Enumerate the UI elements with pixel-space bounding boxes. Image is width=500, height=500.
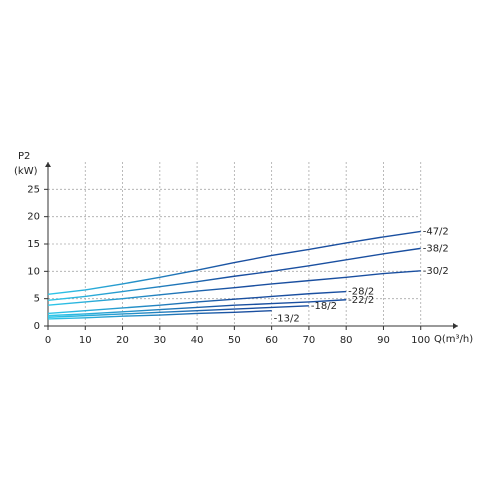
x-tick-label: 60 [265, 335, 278, 346]
x-tick-label: 0 [45, 335, 51, 346]
x-tick-label: 20 [116, 335, 129, 346]
y-tick-label: 25 [27, 184, 40, 195]
series-line [47, 305, 309, 318]
series-line [47, 270, 421, 306]
series-line [47, 299, 347, 317]
y-tick-label: 20 [27, 212, 40, 223]
series-label: -13/2 [274, 314, 300, 325]
series-label: -38/2 [423, 243, 449, 254]
series-label: -28/2 [348, 287, 374, 298]
y-tick-label: 5 [34, 294, 40, 305]
x-tick-label: 50 [228, 335, 241, 346]
x-tick-label: 70 [303, 335, 316, 346]
y-tick-label: 0 [34, 321, 40, 332]
x-tick-label: 30 [153, 335, 166, 346]
y-axis-label: P2 [18, 151, 30, 162]
x-tick-label: 10 [79, 335, 92, 346]
series-line [47, 309, 272, 320]
x-tick-label: 100 [411, 335, 430, 346]
y-axis-label: (kW) [14, 166, 38, 177]
y-tick-label: 10 [27, 266, 40, 277]
series-label: -47/2 [423, 226, 449, 237]
x-axis-arrow [453, 323, 458, 329]
series-label: -22/2 [348, 295, 374, 306]
series-line [47, 290, 347, 315]
series-line [47, 230, 421, 295]
x-axis-label: Q(m³/h) [434, 334, 473, 345]
series-line [47, 247, 421, 302]
x-tick-label: 90 [377, 335, 390, 346]
y-axis-arrow [45, 162, 51, 167]
series-label: -18/2 [311, 301, 337, 312]
x-tick-label: 40 [191, 335, 204, 346]
x-tick-label: 80 [340, 335, 353, 346]
series-label: -30/2 [423, 266, 449, 277]
y-tick-label: 15 [27, 239, 40, 250]
